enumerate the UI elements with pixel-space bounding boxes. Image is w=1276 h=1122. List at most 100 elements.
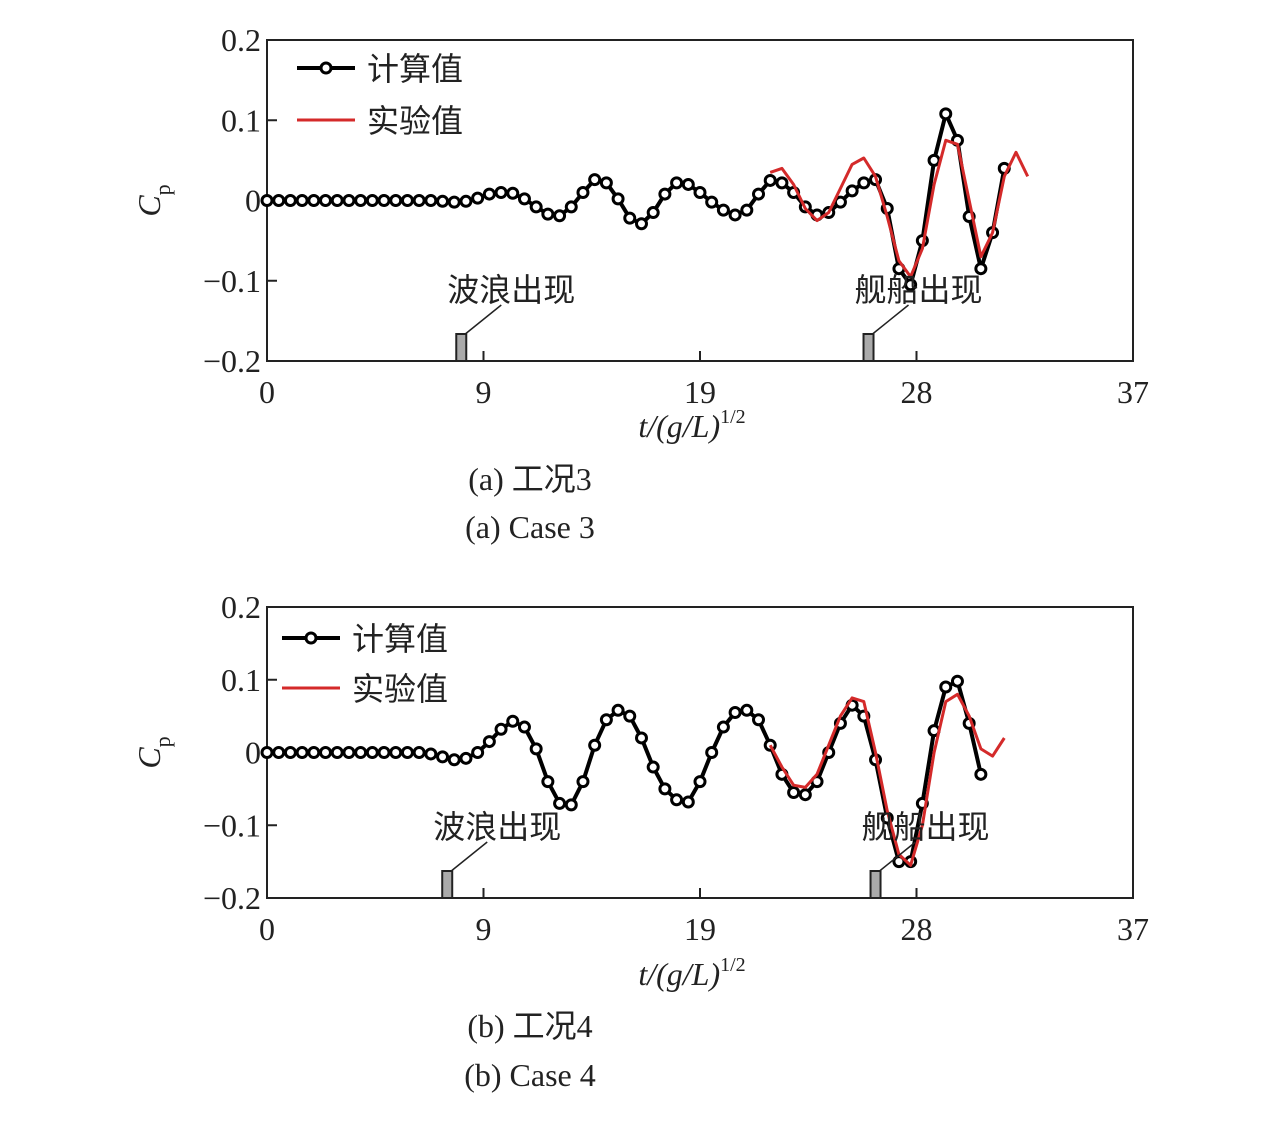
y-tick-label: 0.1 bbox=[221, 662, 261, 698]
annotation-text: 舰船出现 bbox=[855, 272, 983, 308]
x-tick-label: 0 bbox=[259, 374, 275, 410]
x-axis-label-main: t/(g/L) bbox=[638, 956, 720, 992]
data-point bbox=[939, 680, 953, 694]
data-point bbox=[775, 176, 789, 190]
data-point bbox=[260, 194, 274, 207]
data-point bbox=[845, 184, 859, 198]
x-tick-label: 19 bbox=[684, 374, 716, 410]
data-point bbox=[705, 746, 719, 759]
caption-en: (b) Case 4 bbox=[464, 1057, 596, 1093]
data-point bbox=[658, 782, 672, 796]
data-point bbox=[798, 788, 812, 802]
data-point bbox=[506, 714, 520, 728]
data-point bbox=[389, 746, 403, 759]
x-tick-label: 37 bbox=[1117, 911, 1149, 947]
annotation-marker bbox=[441, 870, 454, 899]
data-point bbox=[693, 185, 707, 199]
data-point bbox=[716, 720, 730, 734]
data-point bbox=[763, 173, 777, 187]
x-tick-label: 28 bbox=[901, 911, 933, 947]
annotation-leader bbox=[872, 304, 909, 335]
data-point bbox=[365, 194, 379, 207]
data-point bbox=[424, 194, 438, 207]
data-point bbox=[752, 713, 766, 727]
x-tick-label: 37 bbox=[1117, 374, 1149, 410]
data-point bbox=[728, 705, 742, 719]
data-point bbox=[307, 194, 321, 207]
data-point bbox=[272, 746, 286, 759]
data-point bbox=[506, 186, 520, 200]
data-point bbox=[412, 746, 426, 759]
data-point bbox=[342, 194, 356, 207]
data-point bbox=[342, 746, 356, 759]
caption: (a) 工况3 bbox=[468, 461, 592, 497]
data-point bbox=[389, 194, 403, 207]
data-point bbox=[295, 194, 309, 207]
data-point bbox=[424, 747, 438, 761]
data-point bbox=[588, 738, 602, 752]
x-axis-label-sup: 1/2 bbox=[720, 954, 746, 976]
x-tick-label: 0 bbox=[259, 911, 275, 947]
legend-label: 计算值 bbox=[352, 621, 448, 657]
y-axis-label-sub: p bbox=[150, 736, 175, 747]
data-point bbox=[927, 153, 941, 167]
x-tick-label: 19 bbox=[684, 911, 716, 947]
data-point bbox=[319, 746, 333, 759]
series-line bbox=[769, 138, 1030, 279]
y-tick-label: 0 bbox=[245, 183, 261, 219]
annotation-leader bbox=[879, 841, 917, 872]
data-point bbox=[892, 855, 906, 869]
data-point bbox=[283, 194, 297, 207]
data-point bbox=[471, 191, 485, 205]
caption-en: (a) Case 3 bbox=[465, 509, 595, 545]
data-point bbox=[354, 194, 368, 207]
data-point bbox=[494, 185, 508, 199]
y-tick-label: 0.2 bbox=[221, 22, 261, 58]
annotation-leader bbox=[464, 304, 502, 335]
y-tick-label: −0.1 bbox=[203, 263, 261, 299]
y-tick-label: −0.2 bbox=[203, 880, 261, 916]
data-point bbox=[459, 751, 473, 765]
annotation-marker bbox=[862, 333, 875, 362]
annotation-text: 舰船出现 bbox=[862, 809, 990, 845]
data-point bbox=[295, 746, 309, 759]
y-tick-label: 0 bbox=[245, 735, 261, 771]
y-axis-label: Cp bbox=[131, 184, 175, 216]
data-point bbox=[705, 195, 719, 209]
y-tick-label: −0.1 bbox=[203, 807, 261, 843]
data-point bbox=[482, 187, 496, 201]
data-point bbox=[904, 278, 918, 292]
data-point bbox=[272, 194, 286, 207]
y-axis-label-main: C bbox=[131, 195, 167, 217]
data-point bbox=[857, 176, 871, 190]
data-point bbox=[459, 194, 473, 208]
y-tick-label: 0.1 bbox=[221, 102, 261, 138]
data-point bbox=[494, 722, 508, 736]
data-point bbox=[623, 709, 637, 723]
y-axis-label-main: C bbox=[131, 747, 167, 769]
data-point bbox=[634, 217, 648, 231]
data-point bbox=[283, 746, 297, 759]
data-point bbox=[412, 194, 426, 207]
caption: (b) 工况4 bbox=[467, 1008, 592, 1044]
data-point bbox=[564, 200, 578, 214]
data-point bbox=[529, 742, 543, 756]
data-point bbox=[330, 194, 344, 207]
data-point bbox=[646, 206, 660, 220]
data-point bbox=[623, 211, 637, 225]
data-point bbox=[974, 262, 988, 276]
annotation-leader bbox=[450, 841, 488, 872]
data-point bbox=[611, 192, 625, 206]
data-point bbox=[400, 746, 414, 759]
data-point bbox=[400, 194, 414, 207]
data-point bbox=[658, 187, 672, 201]
data-point bbox=[564, 798, 578, 812]
x-tick-label: 28 bbox=[901, 374, 933, 410]
data-point bbox=[447, 195, 461, 209]
data-point bbox=[646, 760, 660, 774]
data-point bbox=[541, 207, 555, 221]
data-point bbox=[716, 203, 730, 217]
annotation-marker bbox=[869, 870, 882, 899]
